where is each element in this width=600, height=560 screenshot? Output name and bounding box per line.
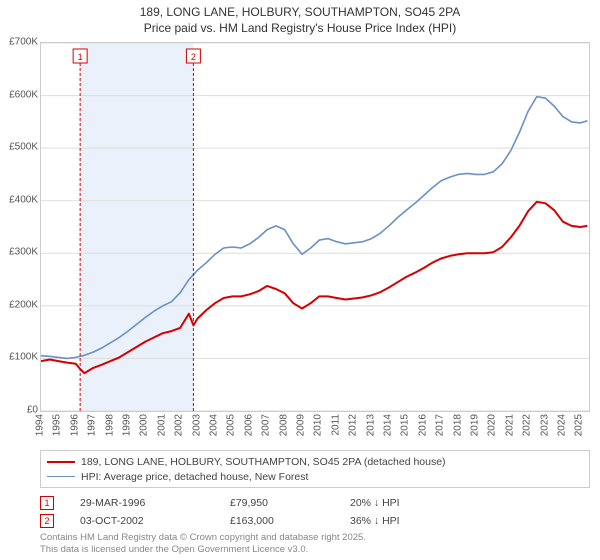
xtick-label: 2022: [522, 414, 533, 436]
xtick-label: 2025: [574, 414, 585, 436]
legend-label-property: 189, LONG LANE, HOLBURY, SOUTHAMPTON, SO…: [81, 456, 446, 468]
xtick-label: 1996: [69, 414, 80, 436]
legend-box: 189, LONG LANE, HOLBURY, SOUTHAMPTON, SO…: [40, 450, 590, 488]
xtick-label: 2017: [435, 414, 446, 436]
xtick-label: 2014: [382, 414, 393, 436]
xtick-label: 2019: [469, 414, 480, 436]
marker-box-icon: 1: [40, 496, 54, 510]
xtick-label: 2021: [504, 414, 515, 436]
legend-label-hpi: HPI: Average price, detached house, New …: [81, 471, 308, 483]
xtick-label: 2016: [417, 414, 428, 436]
marker-row: 2 03-OCT-2002£163,00036% ↓ HPI: [40, 512, 590, 530]
xtick-label: 2012: [348, 414, 359, 436]
xtick-label: 2018: [452, 414, 463, 436]
legend-swatch-hpi: [47, 476, 75, 477]
marker-hpi-delta: 36% ↓ HPI: [350, 515, 500, 527]
legend-swatch-property: [47, 461, 75, 463]
legend-row-hpi: HPI: Average price, detached house, New …: [47, 469, 583, 484]
marker-price: £163,000: [230, 515, 350, 527]
chart-container: 189, LONG LANE, HOLBURY, SOUTHAMPTON, SO…: [0, 0, 600, 560]
xtick-label: 2002: [174, 414, 185, 436]
title-block: 189, LONG LANE, HOLBURY, SOUTHAMPTON, SO…: [0, 0, 600, 36]
marker-hpi-delta: 20% ↓ HPI: [350, 497, 500, 509]
marker-box-icon: 2: [40, 514, 54, 528]
marker-date: 29-MAR-1996: [80, 497, 230, 509]
title-line1: 189, LONG LANE, HOLBURY, SOUTHAMPTON, SO…: [0, 4, 600, 20]
title-line2: Price paid vs. HM Land Registry's House …: [0, 20, 600, 36]
ytick-label: £700K: [9, 37, 38, 48]
xtick-label: 2015: [400, 414, 411, 436]
xtick-label: 2003: [191, 414, 202, 436]
ytick-label: £200K: [9, 299, 38, 310]
legend-row-property: 189, LONG LANE, HOLBURY, SOUTHAMPTON, SO…: [47, 454, 583, 469]
xtick-label: 1994: [35, 414, 46, 436]
footer-text: Contains HM Land Registry data © Crown c…: [40, 532, 366, 556]
xtick-label: 2013: [365, 414, 376, 436]
xtick-label: 2024: [556, 414, 567, 436]
marker-row: 1 29-MAR-1996£79,95020% ↓ HPI: [40, 494, 590, 512]
xtick-label: 2008: [278, 414, 289, 436]
xtick-label: 2006: [243, 414, 254, 436]
markers-table: 1 29-MAR-1996£79,95020% ↓ HPI 2 03-OCT-2002…: [40, 494, 590, 530]
xtick-label: 2007: [261, 414, 272, 436]
ytick-label: £300K: [9, 247, 38, 258]
xtick-label: 1998: [104, 414, 115, 436]
xtick-label: 2011: [330, 414, 341, 436]
xtick-label: 2004: [208, 414, 219, 436]
marker-date: 03-OCT-2002: [80, 515, 230, 527]
plot-svg: 12: [41, 43, 589, 411]
xtick-label: 1997: [87, 414, 98, 436]
ytick-label: £600K: [9, 89, 38, 100]
xtick-label: 2020: [487, 414, 498, 436]
marker-price: £79,950: [230, 497, 350, 509]
svg-text:2: 2: [191, 52, 196, 62]
xtick-label: 2001: [156, 414, 167, 436]
ytick-label: £100K: [9, 352, 38, 363]
xtick-label: 2000: [139, 414, 150, 436]
xtick-label: 1999: [121, 414, 132, 436]
ytick-label: £500K: [9, 142, 38, 153]
plot-area: 12: [40, 42, 590, 412]
xtick-label: 2009: [295, 414, 306, 436]
ytick-label: £400K: [9, 194, 38, 205]
xtick-label: 2005: [226, 414, 237, 436]
footer-line1: Contains HM Land Registry data © Crown c…: [40, 532, 366, 544]
xtick-label: 1995: [52, 414, 63, 436]
svg-text:1: 1: [78, 52, 83, 62]
xtick-label: 2010: [313, 414, 324, 436]
xtick-label: 2023: [539, 414, 550, 436]
footer-line2: This data is licensed under the Open Gov…: [40, 544, 366, 556]
